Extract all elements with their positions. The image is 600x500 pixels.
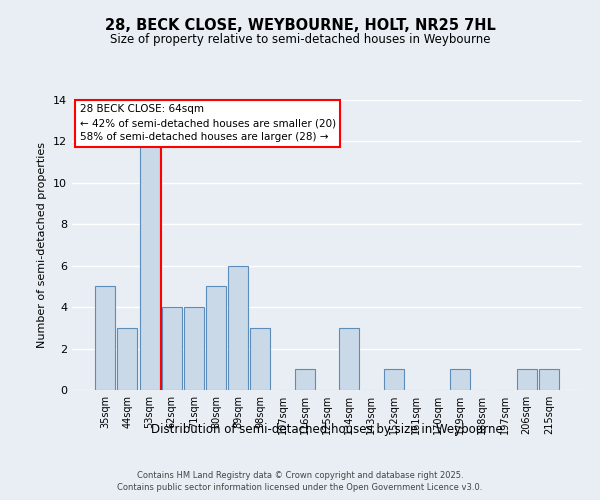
Bar <box>206 286 226 390</box>
Bar <box>118 328 137 390</box>
Text: Contains HM Land Registry data © Crown copyright and database right 2025.: Contains HM Land Registry data © Crown c… <box>137 471 463 480</box>
Bar <box>295 370 315 390</box>
Text: Size of property relative to semi-detached houses in Weybourne: Size of property relative to semi-detach… <box>110 32 490 46</box>
Bar <box>250 328 271 390</box>
Text: 28, BECK CLOSE, WEYBOURNE, HOLT, NR25 7HL: 28, BECK CLOSE, WEYBOURNE, HOLT, NR25 7H… <box>104 18 496 32</box>
Bar <box>140 142 160 390</box>
Bar <box>383 370 404 390</box>
Bar <box>450 370 470 390</box>
Bar <box>539 370 559 390</box>
Bar <box>339 328 359 390</box>
Bar <box>228 266 248 390</box>
Bar <box>184 307 204 390</box>
Bar <box>95 286 115 390</box>
Text: Distribution of semi-detached houses by size in Weybourne: Distribution of semi-detached houses by … <box>151 422 503 436</box>
Bar <box>517 370 536 390</box>
Bar <box>162 307 182 390</box>
Y-axis label: Number of semi-detached properties: Number of semi-detached properties <box>37 142 47 348</box>
Text: Contains public sector information licensed under the Open Government Licence v3: Contains public sector information licen… <box>118 484 482 492</box>
Text: 28 BECK CLOSE: 64sqm
← 42% of semi-detached houses are smaller (20)
58% of semi-: 28 BECK CLOSE: 64sqm ← 42% of semi-detac… <box>80 104 336 142</box>
